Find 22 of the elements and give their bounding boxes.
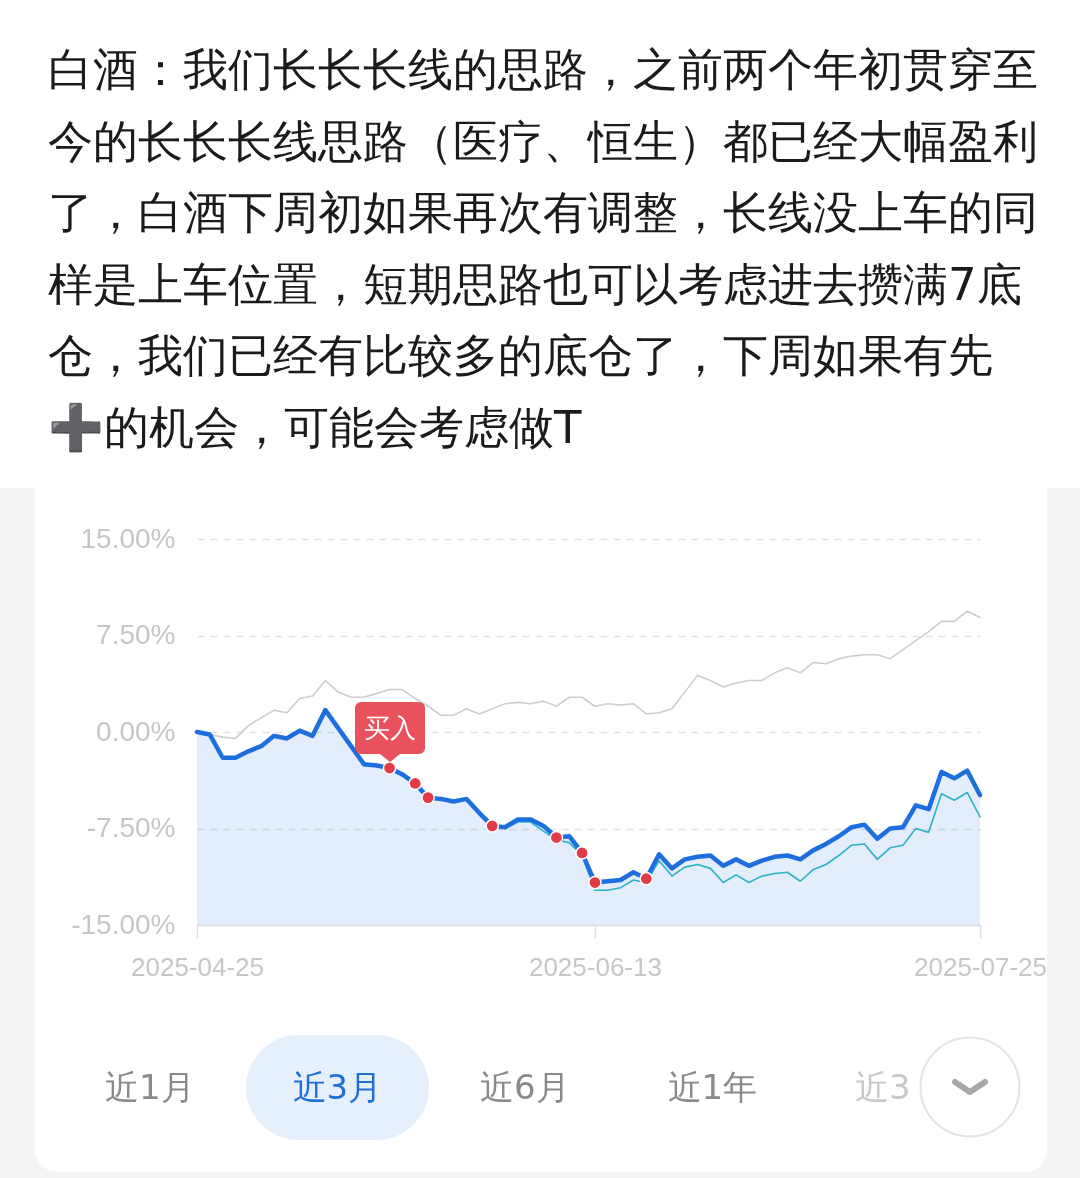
point [421, 790, 435, 805]
point [408, 776, 423, 791]
y-tick-label: 7.50% [96, 619, 176, 650]
annotation: 买入 [354, 702, 425, 755]
x-tick-label: 2025-07-25 [914, 951, 1047, 982]
text: 近6月 [479, 1066, 570, 1109]
point [549, 830, 564, 845]
point [575, 846, 589, 860]
y-tick-label: -7.50% [86, 812, 176, 843]
chart-title: 白酒：我们长长长线的思路，之前两个年初贯穿至今的长长长线思路（医疗、恒生）都已经大幅盈利了，白酒下周初如果再次有调整，长线没上车的同样是上车位置，短期思路也可以考虑进去攒满7底仓，我们已经有比较多的底仓了，下周如果有先➕的机会，可能会考虑做T [48, 42, 1039, 456]
point [382, 761, 397, 775]
y-tick-label: 15.00% [80, 522, 176, 554]
text: 近1月 [104, 1066, 195, 1109]
text: 近3月 [245, 1035, 430, 1140]
x-tick-label: 2025-04-25 [131, 951, 264, 982]
y-tick-label: -15.00% [71, 908, 176, 940]
point [588, 875, 602, 890]
y-tick-label: 0.00% [96, 715, 176, 747]
point [639, 871, 654, 886]
x-tick-label: 2025-06-13 [528, 951, 662, 982]
text: 近1年 [666, 1066, 758, 1109]
point [485, 819, 500, 833]
